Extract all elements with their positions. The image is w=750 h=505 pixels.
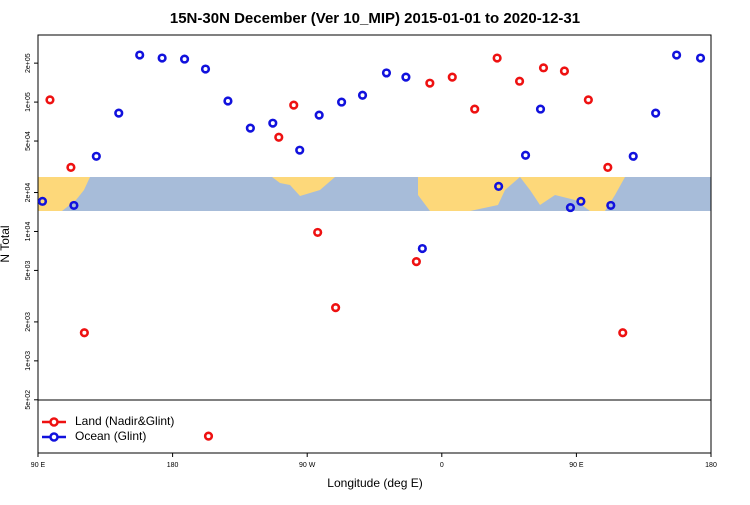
point [289,100,299,110]
y-tick-label: 1e+03 [25,351,32,371]
x-tick-label: 180 [705,462,717,469]
plot-frame [37,34,712,454]
point [179,54,190,64]
map-land [272,177,335,196]
legend-label: Land (Nadir&Glint) [75,414,174,428]
point [157,53,167,63]
map-land [520,177,625,211]
legend-marker [49,432,59,442]
point [200,64,211,74]
point [565,202,576,213]
point [576,196,586,206]
x-tick-label: 90 E [569,462,584,469]
point [411,256,421,267]
point [314,110,324,120]
point [628,151,638,161]
point [245,123,255,133]
point [583,95,593,105]
point [203,431,214,441]
legend-marker [49,417,59,427]
point [357,90,368,100]
y-tick-label: 2e+05 [25,53,32,73]
point [295,145,305,155]
point [618,328,628,338]
point [417,243,427,254]
point [535,104,546,114]
point [514,76,525,86]
y-tick-label: 5e+04 [25,131,32,151]
point [274,132,284,142]
x-axis-label: Longitude (deg E) [327,476,422,490]
point [447,72,457,82]
point [114,108,124,118]
point [470,104,480,114]
point [425,78,435,88]
y-tick-label: 2e+03 [25,312,32,332]
point [401,72,411,82]
x-tick-label: 90 W [299,462,316,469]
point [135,50,145,60]
point [66,162,76,172]
point [651,108,661,118]
point [313,227,323,238]
point [45,95,55,105]
point [603,162,613,172]
y-tick-label: 1e+04 [25,222,32,242]
point [37,196,48,206]
map-land [38,177,90,211]
x-tick-label: 180 [167,462,179,469]
x-tick-label: 90 E [31,462,46,469]
point [223,96,233,106]
point [538,63,549,73]
point [336,97,347,107]
point [492,53,502,63]
y-axis-label: N Total [0,225,12,262]
map-band [38,177,711,211]
y-tick-label: 2e+04 [25,183,32,203]
point [672,50,682,60]
point [268,118,278,128]
point [695,53,706,63]
legend-label: Ocean (Glint) [75,429,146,443]
point [606,200,616,211]
y-tick-label: 5e+03 [25,260,32,280]
point [91,151,101,161]
chart-title: 15N-30N December (Ver 10_MIP) 2015-01-01… [170,10,580,27]
point [331,302,341,313]
y-tick-label: 1e+05 [25,92,32,112]
x-tick-label: 0 [440,462,444,469]
y-tick-label: 5e+02 [25,390,32,410]
point [520,150,531,160]
point [79,328,89,338]
point [69,200,79,211]
point [494,181,504,192]
point [381,68,392,78]
point [559,66,570,76]
